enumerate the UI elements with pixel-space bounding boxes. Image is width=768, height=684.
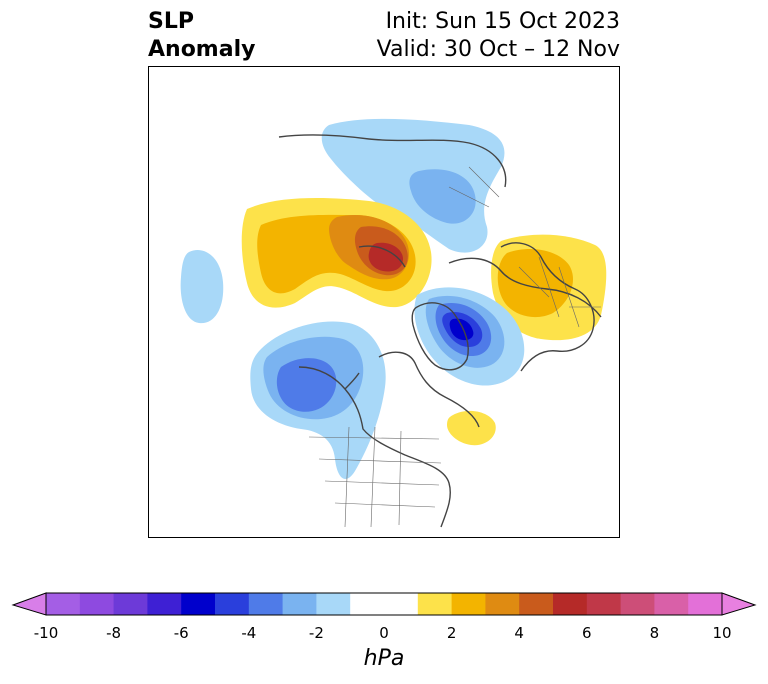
init-date: Init: Sun 15 Oct 2023 (385, 9, 620, 34)
europe-coast (500, 242, 595, 372)
us-states-grid (308, 426, 442, 528)
colorbar-bin (519, 593, 554, 615)
continent-outlines (278, 134, 602, 528)
anomaly-shading (180, 118, 607, 480)
colorbar-tick-label: 10 (712, 624, 732, 642)
colorbar-bin (215, 593, 250, 615)
alaska-high-core (368, 242, 403, 272)
colorbar-bin (147, 593, 182, 615)
colorbar-bin (451, 593, 486, 615)
colorbar-extend-high (721, 592, 757, 616)
colorbar-bin (485, 593, 520, 615)
colorbar-bin (316, 593, 351, 615)
eurasia-coast (278, 134, 602, 318)
colorbar-bin (417, 593, 453, 615)
colorbar-bin (113, 593, 148, 615)
colorbar-bin (79, 593, 115, 615)
valid-range: Valid: 30 Oct – 12 Nov (376, 37, 620, 62)
anomaly-map (180, 118, 607, 528)
colorbar-tick-label: 2 (446, 624, 457, 642)
colorbar-bin (282, 593, 317, 615)
colorbar-unit: hPa (363, 646, 405, 671)
greenland-low-core (449, 318, 474, 341)
colorbar-tick-label: -8 (106, 624, 122, 642)
colorbar-extend-low (11, 592, 47, 616)
colorbar-bins (46, 593, 723, 615)
colorbar-tick-label: -10 (33, 624, 59, 642)
colorbar-tick-labels: -10 -8 -6 -4 -2 0 2 4 6 8 10 (0, 624, 768, 644)
colorbar-bin (248, 593, 284, 615)
colorbar-tick-label: -6 (173, 624, 189, 642)
colorbar-bin (654, 593, 689, 615)
colorbar-bin (350, 593, 419, 615)
colorbar (11, 592, 757, 616)
eurasia-low-inner (409, 169, 476, 224)
colorbar-tick-label: -2 (308, 624, 324, 642)
map-title: SLP Anomaly (148, 8, 255, 64)
colorbar-bin (46, 593, 81, 615)
colorbar-tick-label: 8 (649, 624, 660, 642)
colorbar-bin (181, 593, 216, 615)
pacific-low-region (180, 250, 224, 324)
country-borders (308, 166, 601, 528)
north-america-coast (298, 351, 480, 528)
colorbar-tick-label: 0 (379, 624, 389, 642)
map-panel (148, 66, 620, 538)
greenland-coast (411, 302, 469, 371)
colorbar-bin (586, 593, 622, 615)
colorbar-tick-label: -4 (241, 624, 257, 642)
date-info: Init: Sun 15 Oct 2023 Valid: 30 Oct – 12… (377, 8, 620, 64)
title-line-1: SLP (148, 9, 194, 34)
colorbar-frame (45, 592, 723, 616)
atlantic-high (447, 410, 496, 446)
colorbar-bin (553, 593, 588, 615)
colorbar-bin (620, 593, 655, 615)
eurasia-borders (448, 166, 601, 328)
colorbar-tick-label: 4 (514, 624, 524, 642)
colorbar-tick-label: 6 (582, 624, 592, 642)
colorbar-bin (688, 593, 723, 615)
title-line-2: Anomaly (148, 37, 256, 62)
